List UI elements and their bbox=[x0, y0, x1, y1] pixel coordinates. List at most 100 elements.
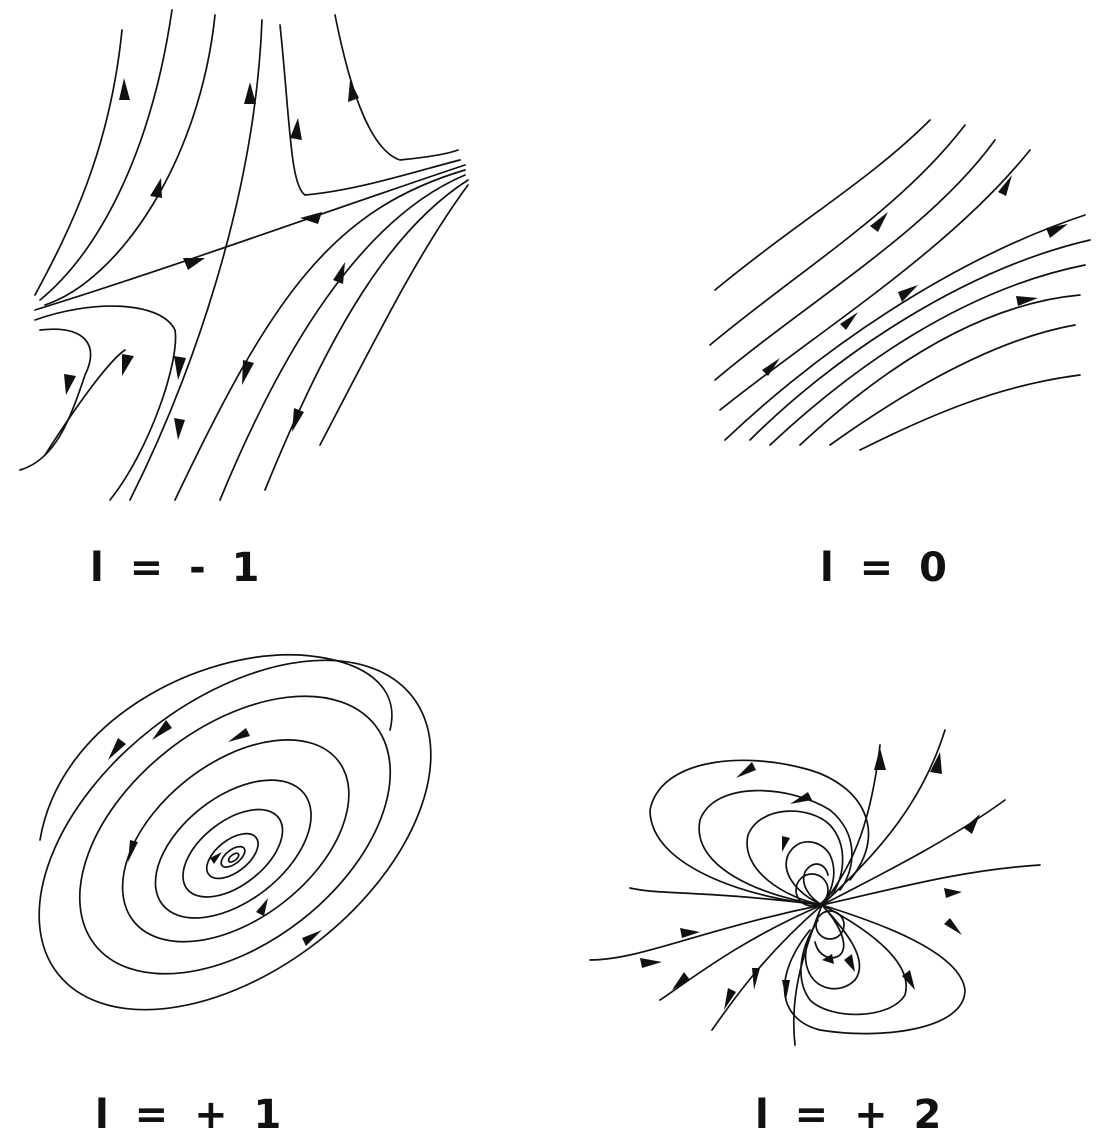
field-line bbox=[279, 24, 461, 196]
field-line bbox=[649, 759, 870, 906]
arrowhead bbox=[174, 418, 185, 440]
arrowhead bbox=[174, 356, 186, 380]
field-line bbox=[659, 904, 823, 1001]
field-line bbox=[769, 264, 1086, 446]
saddle-field-lines bbox=[19, 9, 469, 501]
arrowhead bbox=[930, 752, 942, 774]
field-line bbox=[589, 904, 823, 961]
caption-index-plus-one: l = + 1 bbox=[95, 1092, 288, 1138]
dipole-field-lines bbox=[589, 729, 1041, 1046]
field-line bbox=[724, 214, 1086, 441]
field-line bbox=[34, 305, 177, 501]
arrowhead bbox=[790, 792, 812, 804]
arrowhead bbox=[152, 720, 172, 740]
closed-orbit bbox=[154, 779, 312, 919]
arrowhead bbox=[228, 728, 250, 742]
caption-index-minus-one: l = - 1 bbox=[90, 545, 266, 591]
arrowhead bbox=[128, 840, 138, 862]
field-line bbox=[34, 29, 123, 296]
arrowhead bbox=[1016, 296, 1038, 306]
arrowhead bbox=[302, 930, 322, 946]
arrowhead bbox=[292, 408, 304, 432]
arrowhead bbox=[680, 928, 700, 938]
arrowhead bbox=[752, 968, 760, 990]
arrowhead bbox=[122, 354, 134, 376]
field-line bbox=[821, 799, 1006, 906]
field-line bbox=[319, 184, 469, 446]
field-line bbox=[711, 904, 823, 1031]
arrowhead bbox=[840, 312, 858, 330]
field-line bbox=[698, 789, 853, 906]
arrowhead bbox=[672, 972, 690, 990]
field-line bbox=[714, 139, 996, 381]
arrowhead bbox=[736, 762, 756, 778]
field-line bbox=[859, 374, 1081, 451]
field-line bbox=[802, 863, 829, 906]
field-line bbox=[44, 349, 126, 456]
field-line bbox=[219, 174, 466, 501]
field-line bbox=[821, 744, 881, 906]
arrowhead bbox=[300, 212, 322, 224]
arrowhead bbox=[256, 898, 268, 916]
arrowhead bbox=[1046, 224, 1068, 238]
center-arrowheads bbox=[108, 720, 322, 946]
arrowhead bbox=[210, 852, 222, 864]
arrowhead bbox=[944, 888, 962, 898]
center-field-lines bbox=[38, 653, 432, 1011]
field-line bbox=[783, 904, 966, 1035]
field-line bbox=[792, 904, 823, 1046]
arrowhead bbox=[782, 836, 790, 852]
field-line bbox=[714, 119, 931, 291]
arrowhead bbox=[108, 738, 126, 760]
closed-orbit bbox=[205, 832, 259, 880]
arrowhead bbox=[333, 262, 345, 284]
arrowhead bbox=[183, 258, 205, 270]
field-line bbox=[719, 149, 1031, 411]
inner-loop bbox=[815, 910, 845, 940]
regular-field-lines bbox=[709, 119, 1091, 451]
arrowhead bbox=[822, 954, 834, 964]
arrowhead bbox=[290, 118, 302, 140]
arrowhead bbox=[998, 175, 1012, 196]
closed-orbit bbox=[227, 852, 240, 863]
arrowhead bbox=[64, 374, 76, 395]
regular-arrowheads bbox=[762, 175, 1068, 376]
field-line bbox=[44, 14, 216, 306]
field-line bbox=[264, 179, 469, 491]
field-line bbox=[174, 169, 466, 501]
arrowhead bbox=[782, 980, 790, 1000]
arrowhead bbox=[874, 748, 886, 770]
field-line bbox=[821, 864, 1041, 906]
field-line bbox=[749, 239, 1091, 441]
closed-orbit bbox=[182, 808, 284, 898]
field-line bbox=[629, 887, 823, 906]
arrowhead bbox=[348, 80, 359, 102]
field-line bbox=[129, 19, 263, 501]
field-line bbox=[334, 14, 459, 161]
arrowhead bbox=[944, 918, 962, 935]
field-line bbox=[829, 324, 1076, 446]
arrowhead bbox=[242, 360, 254, 385]
field-line bbox=[799, 294, 1081, 446]
closed-orbit bbox=[78, 695, 392, 975]
field-line bbox=[785, 841, 835, 906]
arrowhead bbox=[640, 958, 662, 968]
field-line bbox=[709, 124, 966, 346]
arrowhead bbox=[898, 285, 918, 302]
arrowhead bbox=[150, 178, 162, 198]
arrowhead bbox=[724, 988, 736, 1010]
arrowhead bbox=[870, 212, 888, 232]
arrowhead bbox=[964, 814, 980, 834]
field-line bbox=[814, 904, 845, 959]
field-line bbox=[821, 729, 946, 906]
arrowhead bbox=[844, 954, 855, 972]
field-line bbox=[39, 9, 173, 301]
